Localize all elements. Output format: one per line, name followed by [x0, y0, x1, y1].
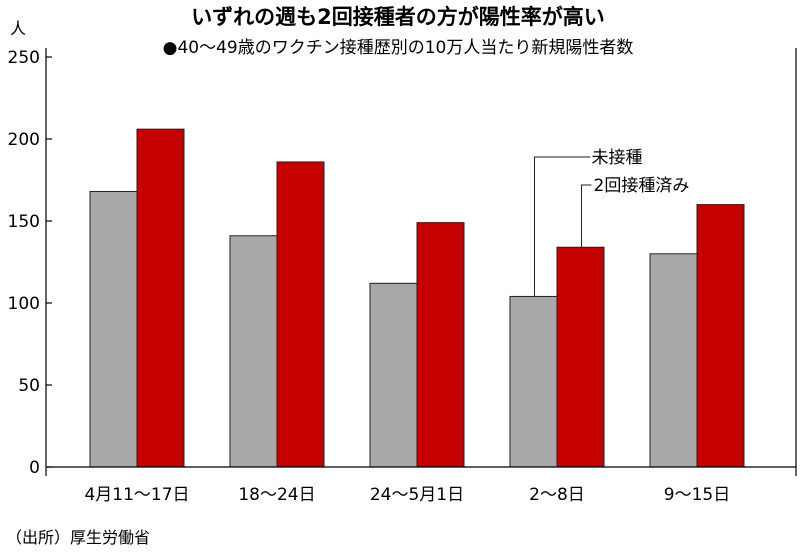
y-axis-ticks: 0 50 100 150 200 250	[8, 48, 52, 478]
y-tick-label: 0	[29, 458, 40, 478]
chart-subtitle: ●40〜49歳のワクチン接種歴別の10万人当たり新規陽性者数	[163, 38, 634, 58]
bar-two-doses-1	[276, 161, 325, 468]
bar-unvaccinated-2	[369, 282, 418, 468]
bar-two-doses-3	[556, 246, 605, 468]
bar-two-doses-0	[136, 128, 185, 468]
bar-two-doses-2	[416, 222, 465, 468]
legend-label-two-doses: 2回接種済み	[594, 176, 690, 196]
chart-title: いずれの週も2回接種者の方が陽性率が高い	[191, 5, 605, 29]
bars-group	[89, 128, 745, 468]
x-category-label: 2〜8日	[529, 485, 585, 505]
y-tick-label: 50	[18, 376, 40, 396]
bar-unvaccinated-1	[229, 235, 278, 468]
legend-leader-unvaccinated	[534, 156, 591, 297]
bar-unvaccinated-3	[509, 295, 558, 468]
y-tick-label: 250	[8, 48, 40, 68]
y-tick-label: 200	[8, 130, 40, 150]
bar-two-doses-4	[696, 204, 745, 468]
y-tick-label: 100	[8, 294, 40, 314]
source-note: （出所）厚生労働省	[6, 528, 150, 547]
x-axis-categories: 4月11〜17日 18〜24日 24〜5月1日 2〜8日 9〜15日	[84, 485, 730, 505]
bar-unvaccinated-0	[89, 190, 138, 468]
x-category-label: 18〜24日	[238, 485, 315, 505]
y-tick-label: 150	[8, 212, 40, 232]
bar-unvaccinated-4	[649, 253, 698, 468]
x-category-label: 24〜5月1日	[370, 485, 464, 505]
legend-leader-two-doses	[581, 184, 592, 248]
legend-callouts: 未接種 2回接種済み	[534, 148, 690, 297]
legend-label-unvaccinated: 未接種	[592, 148, 643, 168]
x-category-label: 9〜15日	[664, 485, 730, 505]
y-axis-unit-label: 人	[10, 19, 26, 38]
x-category-label: 4月11〜17日	[84, 485, 189, 505]
